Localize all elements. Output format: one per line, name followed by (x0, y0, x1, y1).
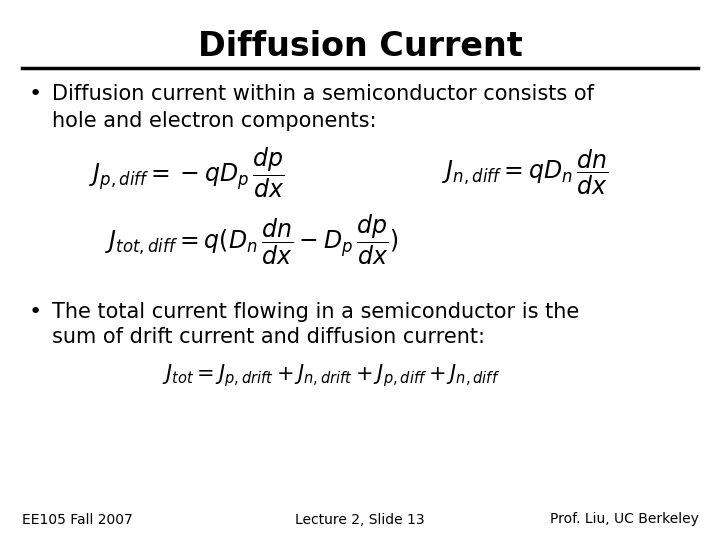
Text: Lecture 2, Slide 13: Lecture 2, Slide 13 (295, 512, 425, 526)
Text: $J_{p,\mathit{diff}} = -qD_p\,\dfrac{dp}{dx}$: $J_{p,\mathit{diff}} = -qD_p\,\dfrac{dp}… (89, 146, 285, 200)
Text: sum of drift current and diffusion current:: sum of drift current and diffusion curre… (52, 327, 485, 347)
Text: EE105 Fall 2007: EE105 Fall 2007 (22, 512, 132, 526)
Text: $J_{tot} = J_{p,\mathit{drift}} + J_{n,\mathit{drift}} + J_{p,\mathit{diff}} + J: $J_{tot} = J_{p,\mathit{drift}} + J_{n,\… (162, 362, 500, 389)
Text: hole and electron components:: hole and electron components: (52, 111, 377, 131)
Text: $J_{tot,\mathit{diff}} = q(D_n\,\dfrac{dn}{dx} - D_p\,\dfrac{dp}{dx})$: $J_{tot,\mathit{diff}} = q(D_n\,\dfrac{d… (105, 213, 399, 267)
Text: Prof. Liu, UC Berkeley: Prof. Liu, UC Berkeley (549, 512, 698, 526)
Text: •: • (29, 302, 42, 322)
Text: Diffusion current within a semiconductor consists of: Diffusion current within a semiconductor… (52, 84, 594, 104)
Text: •: • (29, 84, 42, 104)
Text: The total current flowing in a semiconductor is the: The total current flowing in a semicondu… (52, 302, 579, 322)
Text: $J_{n,\mathit{diff}} = qD_n\,\dfrac{dn}{dx}$: $J_{n,\mathit{diff}} = qD_n\,\dfrac{dn}{… (442, 148, 609, 198)
Text: Diffusion Current: Diffusion Current (197, 30, 523, 63)
